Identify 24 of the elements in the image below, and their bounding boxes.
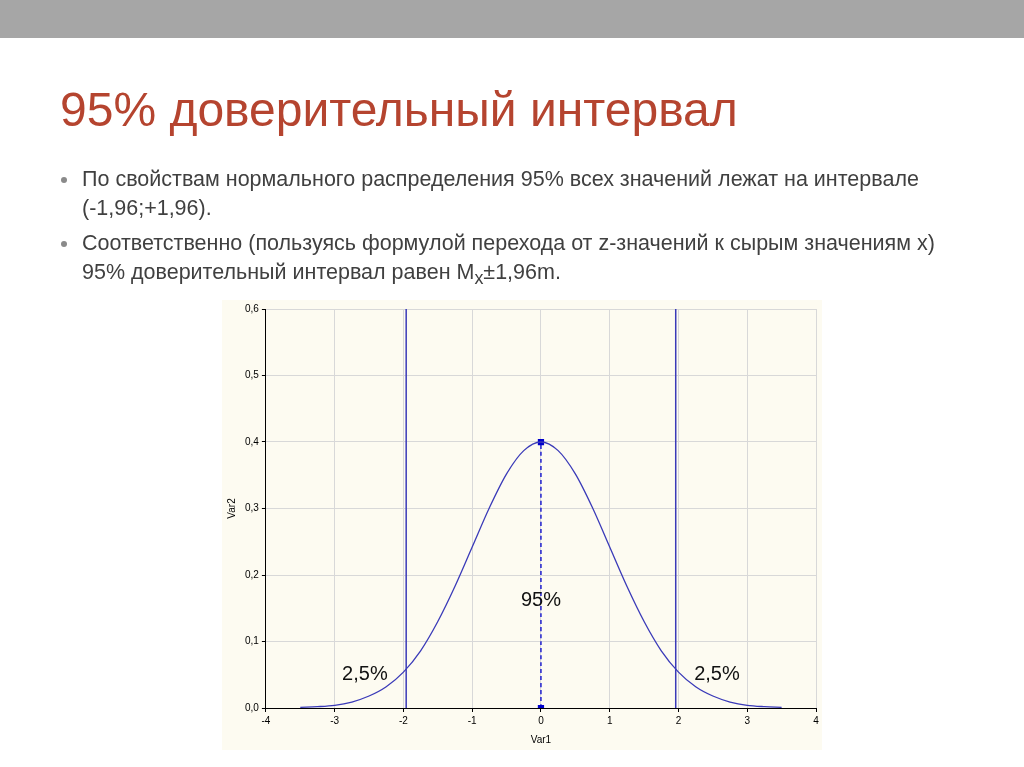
x-tick-label: -4 <box>261 714 271 726</box>
x-tick-label: 2 <box>675 714 682 726</box>
y-tick-label: 0,2 <box>245 568 260 580</box>
x-tick-label: -1 <box>467 714 478 726</box>
annotation: 95% <box>520 587 562 610</box>
y-tick-label: 0,6 <box>245 302 260 314</box>
x-tick-label: -3 <box>330 714 340 726</box>
x-tick-label: 4 <box>813 714 820 726</box>
y-tick-label: 0,3 <box>245 502 260 514</box>
y-tick-label: 0,4 <box>245 435 260 447</box>
text: По свойствам нормального распределения 95% всех значений лежат на интервале (-1,96;+1,96). <box>81 166 920 222</box>
annotation: 2,5% <box>694 661 740 684</box>
y-tick-label: 0,5 <box>245 369 260 381</box>
x-tick-label: 1 <box>606 714 613 726</box>
y-tick-label: 0,1 <box>245 635 260 647</box>
annotation: 2,5% <box>342 661 388 684</box>
x-axis-title: Var1 <box>530 733 552 745</box>
x-tick-label: 0 <box>538 714 545 726</box>
text: Соответственно (пользуясь формулой перехода от z-значений к сырым значениям x) 95% доверительный интервал равен M$_{x}$±1,96m. <box>81 230 936 291</box>
x-tick-label: 3 <box>744 714 751 726</box>
y-tick-label: 0,0 <box>245 701 260 713</box>
chart-title: 95% доверительный интервал <box>60 82 738 137</box>
x-tick-label: -2 <box>398 714 409 726</box>
y-axis-title: Var2 <box>225 497 237 519</box>
